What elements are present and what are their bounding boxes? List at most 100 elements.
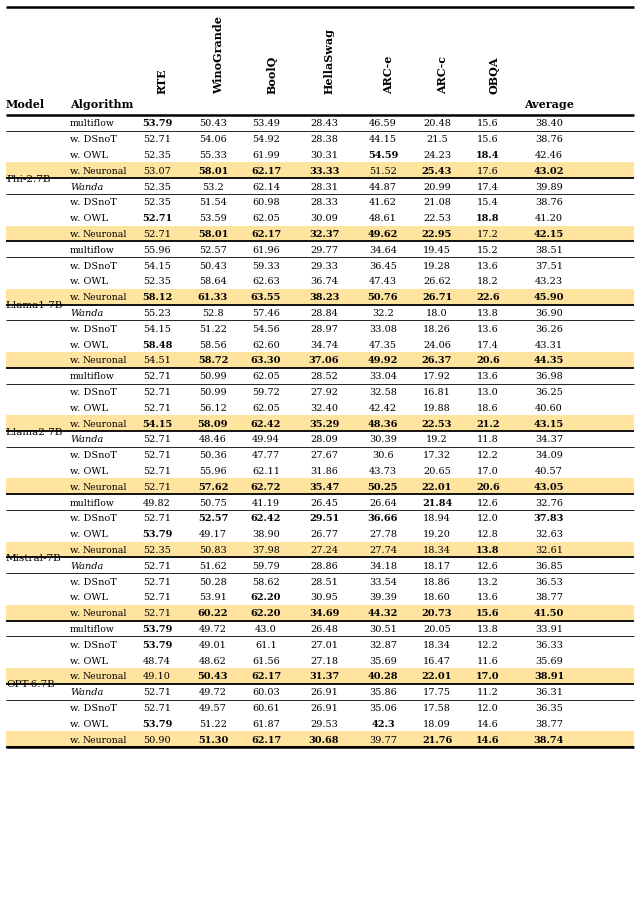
Text: 26.91: 26.91 — [310, 703, 338, 712]
Text: 27.24: 27.24 — [310, 545, 338, 554]
Text: 53.79: 53.79 — [142, 529, 172, 539]
Text: 53.91: 53.91 — [199, 593, 227, 602]
Text: 50.43: 50.43 — [199, 119, 227, 129]
Text: 32.76: 32.76 — [535, 498, 563, 507]
Text: 52.71: 52.71 — [143, 135, 171, 144]
Text: 22.01: 22.01 — [422, 482, 452, 492]
Text: 52.71: 52.71 — [143, 482, 171, 492]
Text: 26.62: 26.62 — [423, 278, 451, 286]
Text: multiflow: multiflow — [70, 245, 115, 255]
Text: w.: w. — [70, 356, 83, 365]
Text: 45.90: 45.90 — [534, 293, 564, 301]
Text: 62.72: 62.72 — [251, 482, 281, 492]
Text: 26.77: 26.77 — [310, 529, 338, 539]
Text: BoolQ: BoolQ — [266, 55, 277, 94]
Text: 15.4: 15.4 — [477, 199, 499, 207]
Text: 46.59: 46.59 — [369, 119, 397, 129]
Text: 32.63: 32.63 — [535, 529, 563, 539]
Text: 39.77: 39.77 — [369, 735, 397, 743]
Text: 13.2: 13.2 — [477, 577, 499, 586]
Text: 55.33: 55.33 — [199, 151, 227, 160]
Text: 38.90: 38.90 — [252, 529, 280, 539]
Text: 18.0: 18.0 — [426, 309, 448, 318]
Text: 28.97: 28.97 — [310, 324, 338, 334]
Text: 58.01: 58.01 — [198, 166, 228, 176]
Text: 62.20: 62.20 — [251, 593, 281, 602]
Text: 53.79: 53.79 — [142, 719, 172, 728]
Text: w. OWL: w. OWL — [70, 403, 108, 413]
Text: 60.03: 60.03 — [252, 687, 280, 697]
Text: OPT-6.7B: OPT-6.7B — [6, 679, 55, 688]
Text: 61.1: 61.1 — [255, 641, 277, 649]
Text: 20.6: 20.6 — [476, 356, 500, 365]
Text: 47.43: 47.43 — [369, 278, 397, 286]
Text: 54.15: 54.15 — [143, 324, 171, 334]
Text: 18.6: 18.6 — [477, 403, 499, 413]
Text: 53.79: 53.79 — [142, 119, 172, 129]
Text: 15.6: 15.6 — [476, 608, 500, 618]
Text: 63.30: 63.30 — [251, 356, 281, 365]
Text: 50.90: 50.90 — [143, 735, 171, 743]
Text: 49.62: 49.62 — [368, 230, 398, 239]
Text: 35.06: 35.06 — [369, 703, 397, 712]
Text: 19.2: 19.2 — [426, 435, 448, 444]
Text: 37.83: 37.83 — [534, 514, 564, 523]
Text: 11.8: 11.8 — [477, 435, 499, 444]
Text: 54.15: 54.15 — [142, 419, 172, 428]
Text: 49.72: 49.72 — [199, 624, 227, 633]
Text: 36.35: 36.35 — [535, 703, 563, 712]
Text: 17.2: 17.2 — [477, 230, 499, 239]
Text: 61.99: 61.99 — [252, 151, 280, 160]
Text: 33.54: 33.54 — [369, 577, 397, 586]
Text: 28.09: 28.09 — [310, 435, 338, 444]
Text: 52.71: 52.71 — [143, 372, 171, 380]
Text: 49.82: 49.82 — [143, 498, 171, 507]
Text: 52.71: 52.71 — [143, 388, 171, 397]
Text: 48.46: 48.46 — [199, 435, 227, 444]
Text: 27.92: 27.92 — [310, 388, 338, 397]
Text: 58.12: 58.12 — [142, 293, 172, 301]
Text: 61.96: 61.96 — [252, 245, 280, 255]
Text: 22.53: 22.53 — [422, 419, 452, 428]
Bar — [6, 415, 634, 432]
Text: Wanda: Wanda — [70, 562, 104, 570]
Text: 36.26: 36.26 — [535, 324, 563, 334]
Text: 40.28: 40.28 — [368, 672, 398, 681]
Text: 33.91: 33.91 — [535, 624, 563, 633]
Text: 38.74: 38.74 — [534, 735, 564, 743]
Text: 20.65: 20.65 — [423, 467, 451, 475]
Text: 49.57: 49.57 — [199, 703, 227, 712]
Text: 21.84: 21.84 — [422, 498, 452, 507]
Text: 40.57: 40.57 — [535, 467, 563, 475]
Text: 57.62: 57.62 — [198, 482, 228, 492]
Text: 21.2: 21.2 — [476, 419, 500, 428]
Text: w. OWL: w. OWL — [70, 278, 108, 286]
Text: 43.23: 43.23 — [535, 278, 563, 286]
Text: 33.33: 33.33 — [309, 166, 339, 176]
Text: 62.20: 62.20 — [251, 608, 281, 618]
Text: 22.53: 22.53 — [423, 214, 451, 223]
Text: 13.8: 13.8 — [477, 309, 499, 318]
Text: 13.6: 13.6 — [477, 593, 499, 602]
Text: 54.51: 54.51 — [143, 356, 171, 365]
Text: 62.17: 62.17 — [251, 735, 281, 743]
Text: ARC-e: ARC-e — [383, 55, 394, 94]
Text: 26.64: 26.64 — [369, 498, 397, 507]
Text: 27.01: 27.01 — [310, 641, 338, 649]
Text: 43.05: 43.05 — [534, 482, 564, 492]
Text: 38.77: 38.77 — [535, 593, 563, 602]
Text: 58.64: 58.64 — [199, 278, 227, 286]
Text: 59.79: 59.79 — [252, 562, 280, 570]
Text: 12.0: 12.0 — [477, 703, 499, 712]
Text: 48.61: 48.61 — [369, 214, 397, 223]
Text: 55.96: 55.96 — [199, 467, 227, 475]
Text: 52.71: 52.71 — [143, 687, 171, 697]
Text: Wanda: Wanda — [70, 309, 104, 318]
Text: multiflow: multiflow — [70, 372, 115, 380]
Text: 58.01: 58.01 — [198, 230, 228, 239]
Text: 49.17: 49.17 — [199, 529, 227, 539]
Text: 37.51: 37.51 — [535, 261, 563, 270]
Text: 28.31: 28.31 — [310, 182, 338, 191]
Text: 34.64: 34.64 — [369, 245, 397, 255]
Text: 20.05: 20.05 — [423, 624, 451, 633]
